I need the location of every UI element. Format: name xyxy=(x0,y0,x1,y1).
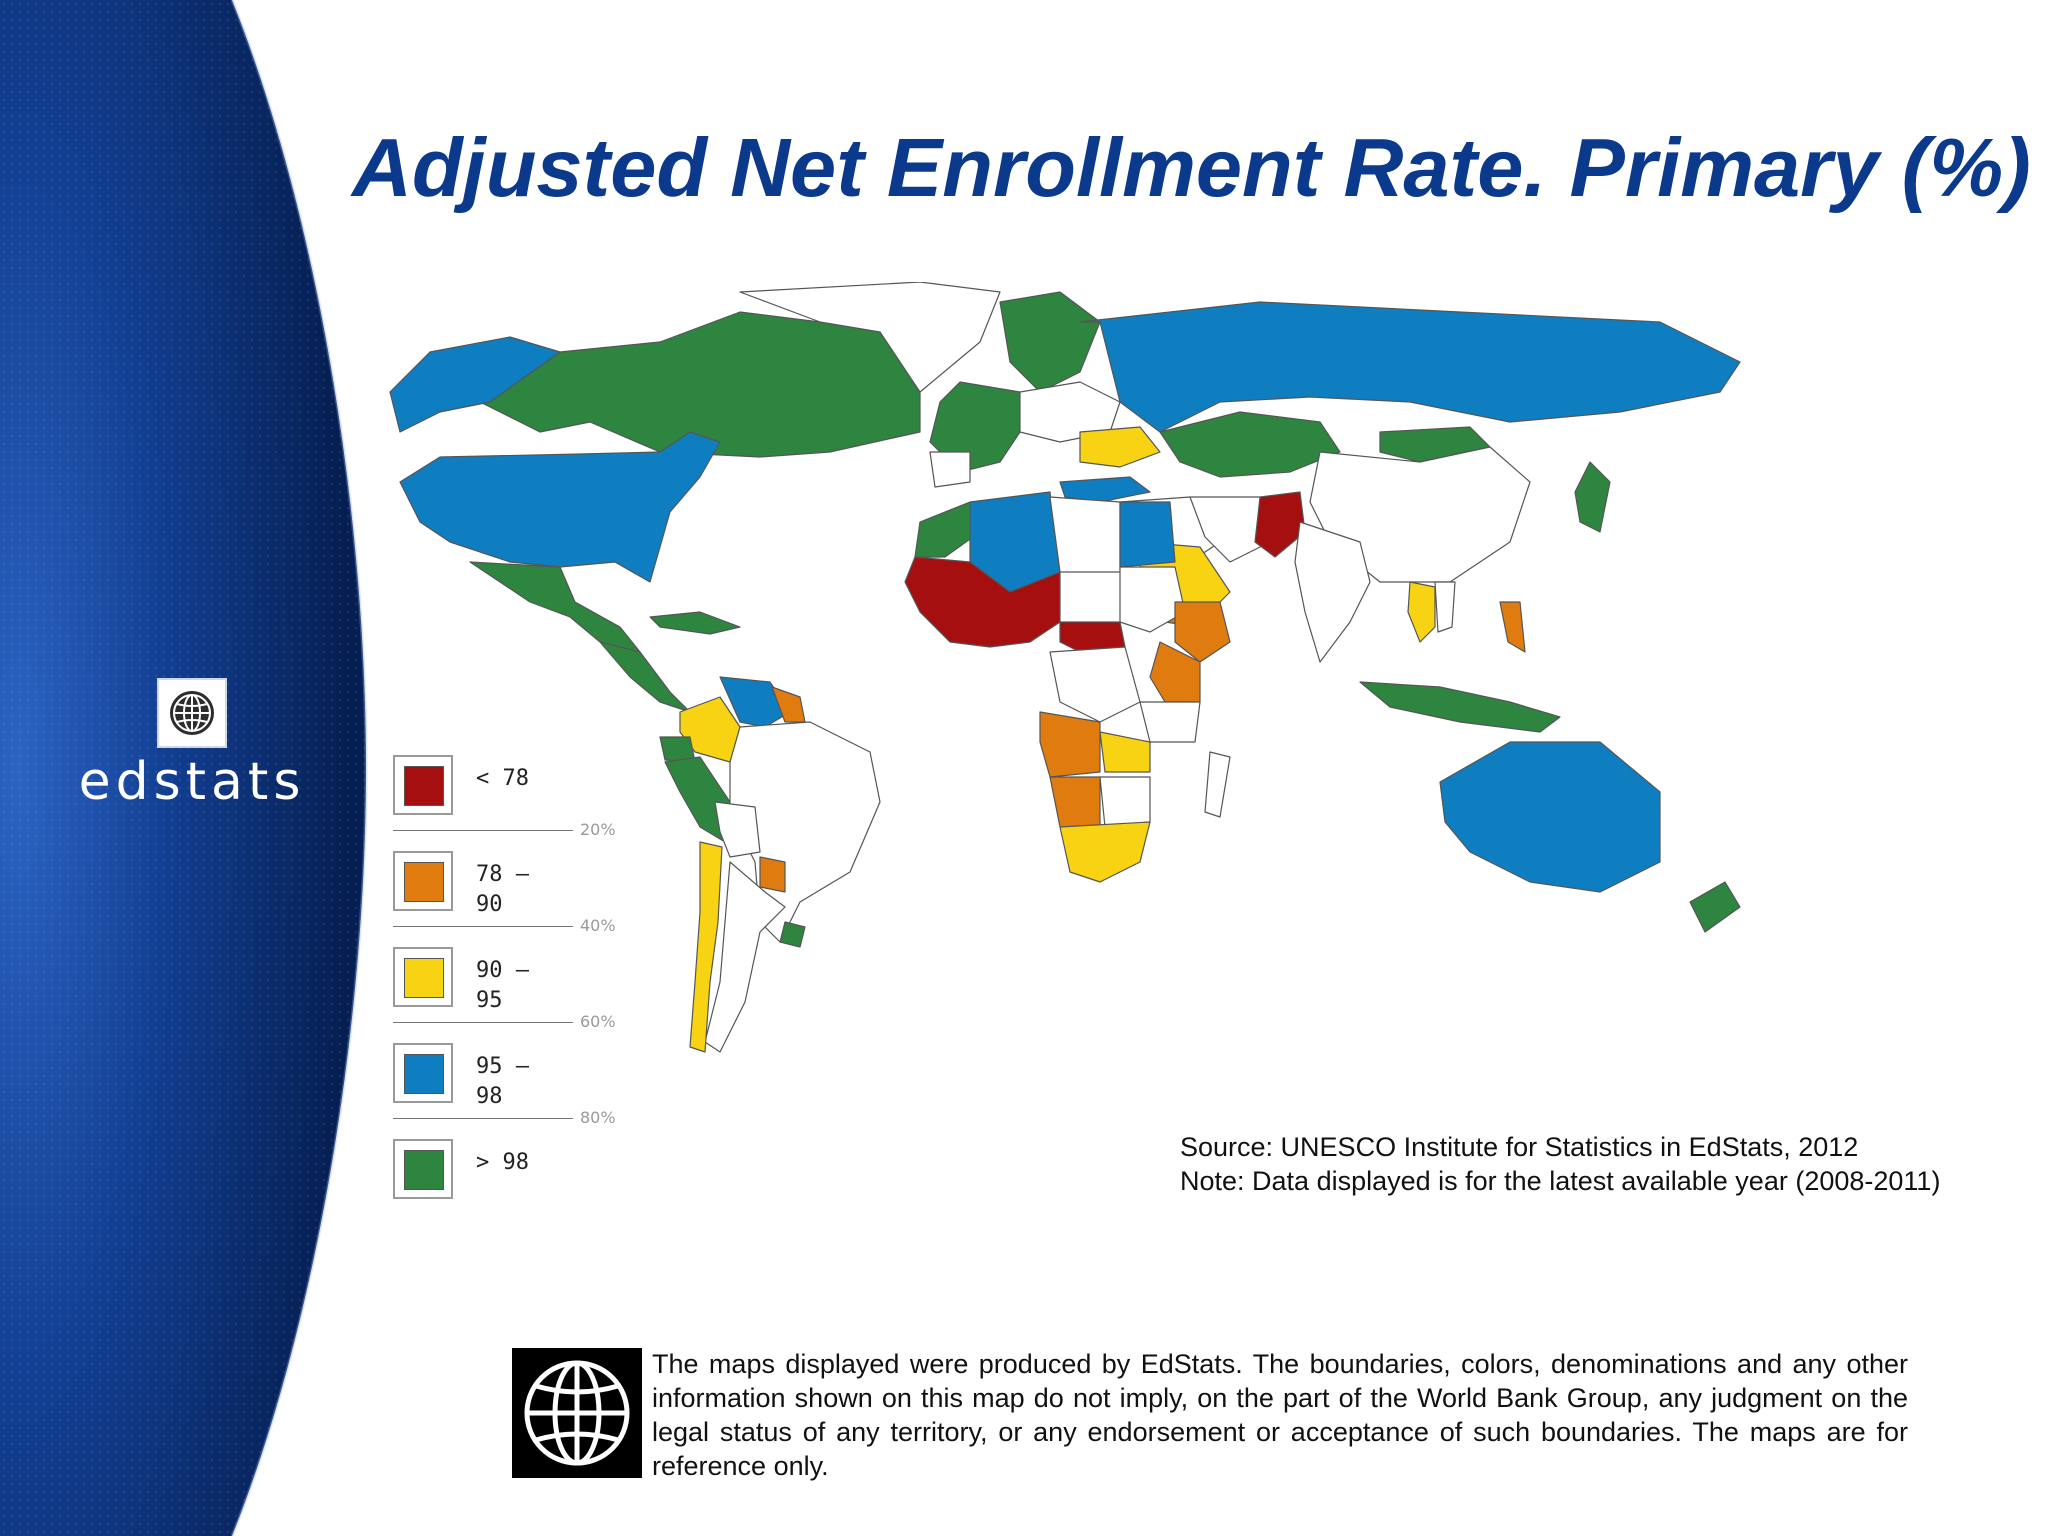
map-region-west-africa xyxy=(904,556,1061,648)
map-region-turkey xyxy=(1059,476,1151,503)
map-region-thailand xyxy=(1407,581,1436,643)
world-map xyxy=(389,282,1741,1053)
map-region-zambia xyxy=(1099,731,1151,773)
world-bank-globe-icon xyxy=(512,1348,642,1478)
map-region-united-states xyxy=(399,431,721,583)
map-region-namibia xyxy=(1049,776,1101,833)
page-title: Adjusted Net Enrollment Rate. Primary (%… xyxy=(352,121,2031,214)
map-region-angola xyxy=(1039,711,1101,778)
legend-divider xyxy=(393,1118,573,1119)
legend-label: 95 – 98 xyxy=(476,1054,529,1109)
edstats-brand: edstats xyxy=(62,678,322,808)
globe-icon xyxy=(157,678,227,748)
legend-divider xyxy=(393,830,573,831)
map-disclaimer: The maps displayed were produced by EdSt… xyxy=(652,1349,1908,1481)
map-region-alaska xyxy=(389,336,561,433)
map-region-australia xyxy=(1439,741,1661,893)
legend-label: 78 – 90 xyxy=(476,862,529,917)
legend-item: 95 – 98 xyxy=(390,1040,630,1109)
map-region-madagascar xyxy=(1204,751,1231,818)
map-region-central-america xyxy=(599,641,691,713)
legend-label: 90 – 95 xyxy=(476,958,529,1013)
legend-tick-label: 60% xyxy=(580,1012,616,1031)
map-region-uruguay xyxy=(779,921,806,948)
brand-name: edstats xyxy=(78,752,306,812)
map-region-caribbean xyxy=(649,611,741,635)
note-line: Note: Data displayed is for the latest a… xyxy=(1180,1166,1941,1196)
legend-tick-label: 80% xyxy=(580,1108,616,1127)
map-region-congo xyxy=(1049,646,1141,723)
map-region-japan xyxy=(1574,461,1611,533)
map-region-china xyxy=(1309,446,1531,583)
map-region-india xyxy=(1294,521,1371,663)
map-region-philippines xyxy=(1499,601,1526,653)
map-region-new-zealand xyxy=(1689,881,1741,933)
map-region-mexico xyxy=(469,561,641,653)
map-region-ethiopia xyxy=(1174,601,1231,663)
map-region-tanzania xyxy=(1139,701,1201,743)
legend-tick-label: 20% xyxy=(580,820,616,839)
map-region-russia xyxy=(1079,301,1741,433)
legend-item: < 78 xyxy=(390,752,630,818)
source-line: Source: UNESCO Institute for Statistics … xyxy=(1180,1132,1859,1162)
map-region-botswana xyxy=(1099,776,1151,828)
map-region-egypt xyxy=(1119,501,1176,568)
legend-swatch xyxy=(404,862,444,902)
legend-label: < 78 xyxy=(476,766,529,791)
map-region-south-africa xyxy=(1059,821,1151,883)
map-region-pakistan xyxy=(1254,491,1306,558)
legend-swatch xyxy=(404,766,444,806)
map-region-scandinavia xyxy=(999,291,1101,393)
legend-item: 78 – 90 xyxy=(390,848,630,917)
map-region-bolivia xyxy=(714,801,761,858)
legend-item: > 98 xyxy=(390,1136,630,1202)
map-region-canada xyxy=(479,311,921,458)
legend-divider xyxy=(393,926,573,927)
map-region-kazakhstan xyxy=(1159,411,1341,478)
map-region-iberia xyxy=(929,451,971,488)
legend-swatch xyxy=(404,1150,444,1190)
map-region-libya xyxy=(1049,496,1121,573)
map-region-argentina xyxy=(704,861,786,1053)
map-region-paraguay xyxy=(759,856,786,893)
map-region-vietnam xyxy=(1434,581,1456,633)
map-region-iran xyxy=(1189,496,1271,563)
legend-swatch xyxy=(404,1054,444,1094)
legend-tick-label: 40% xyxy=(580,916,616,935)
legend-item: 90 – 95 xyxy=(390,944,630,1013)
map-legend: < 78 20% 78 – 90 40% 90 – 95 60% 95 – 98… xyxy=(390,752,630,1212)
map-region-indonesia xyxy=(1359,681,1561,733)
map-region-morocco xyxy=(914,501,981,558)
map-region-sudan xyxy=(1119,566,1186,633)
map-region-greenland xyxy=(739,282,1001,393)
legend-divider xyxy=(393,1022,573,1023)
map-region-chile xyxy=(689,841,723,1053)
map-region-ukraine xyxy=(1079,426,1161,468)
legend-swatch xyxy=(404,958,444,998)
legend-label: > 98 xyxy=(476,1150,529,1175)
source-note: Source: UNESCO Institute for Statistics … xyxy=(1180,1130,2020,1198)
